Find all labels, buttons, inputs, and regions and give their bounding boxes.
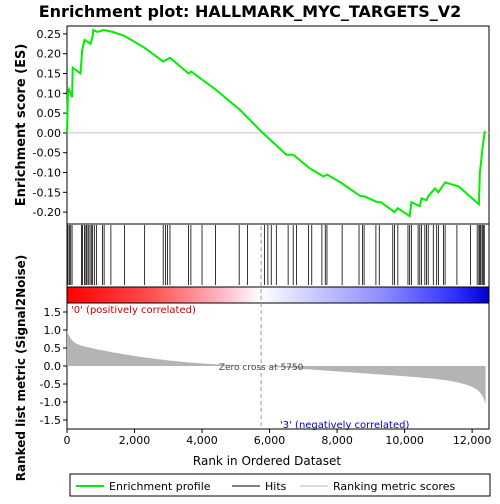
es-tick-label: -0.15 xyxy=(33,186,61,199)
hit-lines xyxy=(67,225,485,285)
metric-axis-ticks: 1.5 1.0 0.5 0.0 -0.5 -1.0 -1.5 xyxy=(40,306,67,427)
es-panel-frame xyxy=(66,25,490,225)
x-tick-label: 12,000 xyxy=(453,434,492,447)
legend-label-metric: Ranking metric scores xyxy=(333,480,455,493)
x-tick-label: 4,000 xyxy=(186,434,218,447)
x-tick-label: 0 xyxy=(64,434,71,447)
x-axis-label: Rank in Ordered Dataset xyxy=(193,454,341,468)
x-tick-label: 8,000 xyxy=(321,434,353,447)
rank-color-bar xyxy=(66,286,490,304)
x-tick-label: 2,000 xyxy=(119,434,151,447)
metric-tick-label: 0.0 xyxy=(44,360,62,373)
chart-title: Enrichment plot: HALLMARK_MYC_TARGETS_V2 xyxy=(39,2,462,21)
legend-frame xyxy=(69,473,491,497)
legend-label-hits: Hits xyxy=(265,480,287,493)
metric-ylabel: Ranked list metric (Signal2Noise) xyxy=(14,255,28,482)
hits-panel-frame xyxy=(66,223,490,288)
es-tick-label: 0.10 xyxy=(37,87,62,100)
metric-tick-label: -1.0 xyxy=(40,396,61,409)
x-tick-label: 10,000 xyxy=(385,434,424,447)
es-tick-label: -0.10 xyxy=(33,167,61,180)
es-tick-label: 0.00 xyxy=(37,127,62,140)
negative-correlation-label: '3' (negatively correlated) xyxy=(280,420,409,431)
metric-panel: 1.5 1.0 0.5 0.0 -0.5 -1.0 -1.5 Zero cross at 5… xyxy=(40,226,490,431)
es-panel: 0.25 0.20 0.15 0.10 0.05 0.00 -0.05 -0.10 -0.15 -… xyxy=(33,25,490,225)
metric-tick-label: -0.5 xyxy=(40,378,61,391)
es-axis-ticks: 0.25 0.20 0.15 0.10 0.05 0.00 -0.05 -0.10 -0.15 -… xyxy=(33,28,67,219)
es-ylabel: Enrichment score (ES) xyxy=(14,44,29,207)
legend-label-enrichment: Enrichment profile xyxy=(109,480,211,493)
legend: Enrichment profile Hits Ranking metric s… xyxy=(69,473,491,497)
positive-correlation-label: '0' (positively correlated) xyxy=(71,305,196,316)
es-tick-label: 0.05 xyxy=(37,107,62,120)
enrichment-profile-line xyxy=(66,28,486,218)
ranking-metric-area xyxy=(67,330,486,405)
hits-panel xyxy=(66,223,490,288)
es-tick-label: -0.05 xyxy=(33,147,61,160)
es-tick-label: 0.25 xyxy=(37,28,62,41)
zero-cross-label: Zero cross at 5750 xyxy=(219,363,304,373)
metric-tick-label: -1.5 xyxy=(40,414,61,427)
es-tick-label: 0.15 xyxy=(37,68,62,81)
metric-tick-label: 1.0 xyxy=(44,324,62,337)
x-tick-label: 6,000 xyxy=(254,434,286,447)
es-tick-label: -0.20 xyxy=(33,206,61,219)
x-axis-ticks: 0 2,000 4,000 6,000 8,000 10,000 12,000 xyxy=(64,429,492,447)
metric-tick-label: 1.5 xyxy=(44,306,62,319)
es-tick-label: 0.20 xyxy=(37,48,62,61)
metric-tick-label: 0.5 xyxy=(44,342,62,355)
